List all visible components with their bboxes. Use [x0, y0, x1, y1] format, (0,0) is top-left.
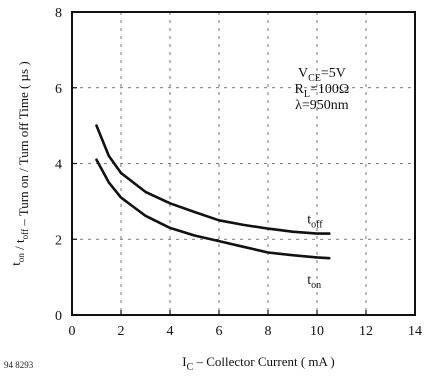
x-tick-label: 14: [408, 324, 422, 339]
x-tick-label: 0: [69, 324, 76, 339]
y-tick-label: 2: [55, 233, 62, 248]
series-label-t-off: toff: [307, 213, 323, 231]
series-label-t-on: ton: [307, 273, 321, 291]
axis-ticks: 0 2 4 6 8 10 12 14 0 2 4 6 8: [55, 6, 422, 339]
condition-lambda: λ=950nm: [295, 98, 349, 113]
plot-frame: [71, 11, 416, 316]
x-axis-title: IC – Collector Current ( mA ): [182, 354, 335, 373]
x-tick-label: 2: [118, 324, 125, 339]
y-tick-label: 6: [55, 82, 62, 97]
x-tick-label: 6: [216, 324, 223, 339]
grid: [72, 12, 415, 315]
series-labels: toff ton: [307, 213, 323, 292]
x-tick-label: 8: [265, 324, 272, 339]
x-tick-label: 10: [310, 324, 324, 339]
y-axis-title: ton / toff – Turn on / Turn off Time ( µ…: [8, 61, 31, 265]
figure-id: 94 8293: [4, 360, 34, 370]
x-tick-label: 12: [359, 324, 373, 339]
condition-vce: VCE=5V: [298, 66, 346, 84]
series-line-t-off: [95, 124, 331, 235]
series-layer: [95, 124, 331, 260]
condition-rl: RL=100Ω: [295, 82, 350, 100]
series-line-t-on: [95, 158, 331, 260]
y-tick-label: 0: [55, 309, 62, 324]
y-tick-label: 8: [55, 6, 62, 21]
x-tick-label: 4: [167, 324, 174, 339]
y-tick-label: 4: [55, 158, 62, 173]
